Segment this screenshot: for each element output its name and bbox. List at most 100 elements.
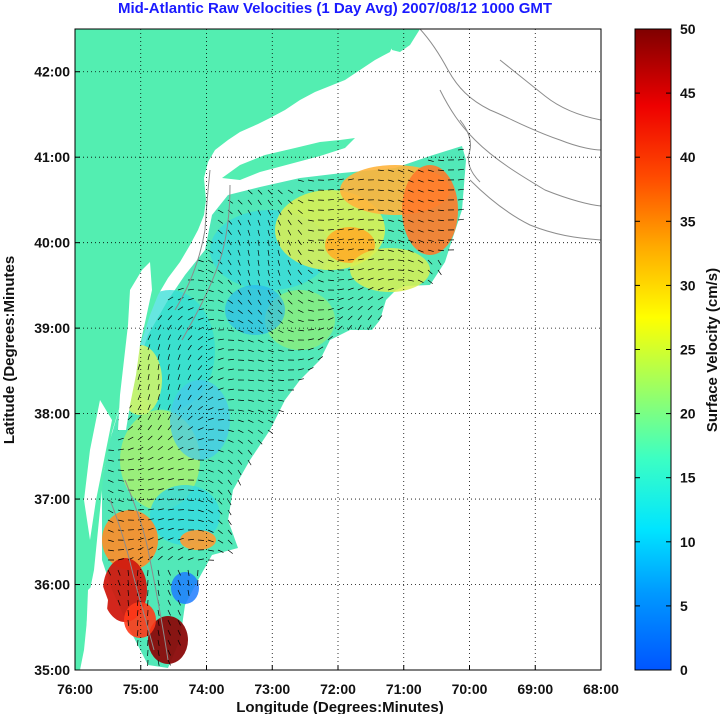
velocity-arrow (257, 419, 264, 424)
velocity-arrow (187, 579, 190, 586)
velocity-arrow (297, 209, 303, 215)
velocity-arrow (117, 599, 121, 606)
velocity-arrow (177, 457, 184, 461)
velocity-arrow (257, 369, 264, 372)
velocity-arrow (407, 279, 414, 282)
velocity-arrow (247, 269, 251, 276)
chesapeake-bay (84, 400, 112, 540)
velocity-arrow (157, 569, 160, 576)
map-title: Mid-Atlantic Raw Velocities (1 Day Avg) … (117, 0, 553, 17)
velocity-arrow (187, 589, 190, 596)
velocity-arrow (327, 219, 335, 221)
velocity-arrow (437, 219, 444, 222)
velocity-arrow (297, 289, 303, 295)
velocity-arrow (287, 269, 292, 276)
velocity-arrow (157, 589, 160, 596)
velocity-arrow (217, 279, 223, 284)
velocity-arrow (437, 189, 444, 192)
velocity-arrow (357, 258, 364, 261)
velocity-arrow (217, 539, 224, 544)
velocity-arrow (427, 229, 434, 232)
y-tick-label: 41:00 (34, 149, 70, 165)
velocity-arrow (187, 509, 195, 512)
velocity-arrow (357, 296, 364, 301)
velocity-arrow (287, 299, 293, 305)
velocity-arrow (197, 336, 204, 341)
velocity-arrow (167, 629, 171, 636)
velocity-arrow (407, 249, 414, 253)
velocity-arrow (437, 239, 444, 242)
velocity-arrow (207, 299, 214, 302)
velocity-arrow (327, 179, 335, 181)
velocity-arrow (257, 299, 262, 306)
velocity-arrow (277, 299, 282, 305)
velocity-arrow (257, 219, 261, 226)
velocity-arrow (277, 309, 283, 315)
velocity-arrow (157, 609, 160, 616)
velocity-arrow (367, 315, 373, 321)
velocity-arrow (267, 369, 274, 372)
velocity-arrow (197, 279, 204, 282)
velocity-arrow (187, 415, 193, 421)
velocity-arrow (267, 359, 274, 362)
velocity-arrow (227, 299, 234, 304)
velocity-arrow (107, 549, 114, 552)
velocity-arrow (277, 329, 284, 334)
velocity-arrow (167, 639, 171, 646)
velocity-arrow (177, 537, 184, 541)
velocity-arrow (107, 489, 114, 494)
velocity-arrow (197, 479, 204, 482)
x-tick-label: 69:00 (517, 681, 553, 697)
velocity-arrow (187, 405, 193, 411)
velocity-arrow (217, 299, 224, 303)
colorbar-tick-label: 20 (680, 406, 696, 422)
velocity-arrow (237, 329, 244, 333)
delmarva-peninsula (118, 262, 152, 430)
velocity-arrow (267, 419, 274, 424)
velocity-arrow (157, 324, 162, 331)
velocity-arrow (397, 179, 404, 183)
velocity-arrow (417, 239, 424, 243)
velocity-arrow (237, 259, 241, 266)
velocity-arrow (136, 609, 139, 617)
velocity-arrow (437, 179, 444, 182)
velocity-arrow (297, 179, 304, 182)
velocity-arrow (167, 659, 171, 666)
velocity-arrow (157, 344, 161, 351)
velocity-arrow (257, 439, 263, 445)
velocity-arrow (207, 417, 214, 421)
velocity-arrow (177, 589, 181, 596)
velocity-arrow (307, 347, 314, 351)
velocity-arrow (347, 248, 354, 251)
velocity-arrow (197, 259, 204, 263)
velocity-arrow (197, 416, 204, 421)
velocity-arrow (207, 328, 214, 331)
velocity-arrow (157, 508, 164, 511)
velocity-arrow (277, 379, 285, 382)
velocity-arrow (227, 439, 234, 443)
velocity-arrow (377, 179, 385, 182)
velocity-arrow (437, 209, 444, 212)
velocity-arrow (137, 425, 143, 431)
velocity-arrow (197, 469, 204, 472)
velocity-arrow (177, 414, 182, 421)
velocity-arrow (147, 394, 151, 401)
velocity-arrow (267, 189, 273, 195)
velocity-arrow (247, 419, 254, 423)
velocity-arrow (267, 239, 270, 246)
velocity-arrow (337, 248, 344, 251)
velocity-arrow (427, 249, 434, 252)
velocity-arrow (147, 435, 153, 441)
velocity-arrow (257, 309, 263, 315)
velocity-arrow (217, 338, 224, 341)
velocity-arrow (227, 549, 233, 554)
velocity-arrow (217, 309, 224, 312)
velocity-arrow (227, 219, 233, 225)
velocity-arrow (327, 209, 335, 211)
colorbar-tick-label: 10 (680, 534, 696, 550)
velocity-arrow (327, 298, 335, 301)
velocity-arrow (237, 309, 243, 314)
velocity-arrow (217, 319, 225, 322)
velocity-arrow (217, 439, 224, 442)
velocity-arrow (267, 249, 270, 256)
